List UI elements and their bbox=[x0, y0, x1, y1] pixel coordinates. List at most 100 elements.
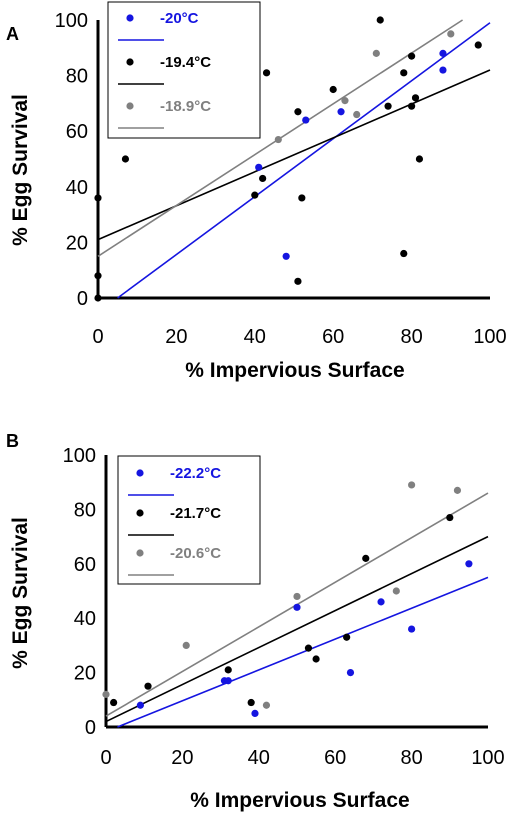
panel-a-point-series-2 bbox=[474, 41, 482, 49]
panel-a-legend-label: -19.4°C bbox=[160, 54, 211, 71]
panel-a-point-series-2 bbox=[94, 294, 102, 302]
panel-b-point-series-3 bbox=[182, 641, 190, 650]
panel-a-point-series-2 bbox=[415, 155, 424, 163]
panel-a-point-series-2 bbox=[408, 102, 416, 110]
panel-a-point-series-2 bbox=[294, 108, 302, 116]
panel-b-fit-line-1 bbox=[117, 576, 489, 728]
panel-a-point-series-2 bbox=[259, 174, 267, 183]
panel-a-point-series-3 bbox=[274, 135, 282, 144]
panel-b-legend-label: -20.6°C bbox=[170, 545, 221, 562]
panel-b-y-tick-label: 100 bbox=[63, 445, 96, 467]
panel-b-point-series-3 bbox=[453, 486, 462, 494]
panel-a-label: A bbox=[6, 24, 19, 44]
panel-a-y-tick-label: 0 bbox=[77, 288, 88, 310]
panel-a-point-series-2 bbox=[298, 194, 306, 202]
panel-b-point-series-1 bbox=[408, 625, 416, 633]
panel-b-point-series-1 bbox=[251, 709, 259, 718]
panel-b-x-tick-label: 40 bbox=[248, 747, 270, 769]
panel-a-x-tick-label: 80 bbox=[400, 326, 422, 348]
panel-b-y-tick-label: 60 bbox=[74, 554, 96, 576]
panel-a-point-series-3 bbox=[447, 30, 455, 38]
panel-a-x-tick-label: 0 bbox=[92, 326, 103, 348]
panel-a-y-tick-label: 80 bbox=[66, 66, 88, 88]
panel-a-legend: -20°C -19.4°C -18.9°C bbox=[107, 1, 261, 139]
panel-b-x-tick-label: 100 bbox=[471, 747, 504, 769]
panel-a-y-tick-label: 20 bbox=[66, 232, 88, 254]
panel-b-point-series-1 bbox=[224, 677, 232, 685]
panel-a-y-ticks: 0 20 40 60 80 100 bbox=[55, 10, 88, 310]
panel-b-point-series-2 bbox=[312, 655, 320, 663]
panel-b-point-series-2 bbox=[446, 513, 454, 522]
panel-b-legend-marker bbox=[136, 549, 144, 557]
panel-b-y-tick-label: 0 bbox=[85, 717, 96, 739]
panel-a-point-series-2 bbox=[400, 69, 408, 77]
panel-b-point-series-2 bbox=[304, 644, 313, 652]
panel-b-legend-label: -21.7°C bbox=[170, 505, 221, 522]
panel-b-point-series-3 bbox=[408, 481, 416, 489]
panel-a-x-ticks: 0 20 40 60 80 100 bbox=[92, 326, 506, 348]
panel-a-legend-marker bbox=[126, 14, 134, 22]
panel-a-point-series-1 bbox=[439, 66, 447, 74]
panel-b-y-axis-label: % Egg Survival bbox=[9, 517, 32, 669]
panel-b-point-series-1 bbox=[377, 598, 385, 606]
panel-b-point-series-3 bbox=[102, 690, 110, 698]
panel-b-point-series-2 bbox=[144, 682, 152, 690]
panel-a-x-tick-label: 60 bbox=[322, 326, 344, 348]
panel-a-legend-marker bbox=[126, 58, 134, 66]
panel-b-y-tick-label: 40 bbox=[74, 608, 96, 630]
panel-b-x-axis-label: % Impervious Surface bbox=[190, 789, 409, 812]
panel-b-point-series-3 bbox=[293, 592, 301, 601]
panel-b-x-tick-label: 0 bbox=[100, 747, 111, 769]
panel-b-point-series-1 bbox=[293, 603, 301, 611]
panel-a-point-series-2 bbox=[408, 52, 416, 60]
panel-b-point-series-2 bbox=[343, 633, 351, 641]
panel-a-x-tick-label: 100 bbox=[473, 326, 506, 348]
panel-a-legend-marker bbox=[126, 102, 134, 110]
panel-b-point-series-2 bbox=[110, 698, 118, 707]
panel-b-x-ticks: 0 20 40 60 80 100 bbox=[100, 747, 504, 769]
panel-a-legend-label: -20°C bbox=[160, 10, 199, 27]
panel-a-point-series-2 bbox=[376, 16, 384, 24]
panel-a-point-series-2 bbox=[400, 249, 408, 258]
panel-b-point-series-2 bbox=[247, 698, 255, 707]
panel-b-legend-marker bbox=[136, 469, 144, 477]
panel-a-point-series-2 bbox=[411, 94, 420, 102]
panel-a-point-series-3 bbox=[372, 49, 380, 57]
panel-a-x-tick-label: 20 bbox=[165, 326, 187, 348]
panel-a-point-series-1 bbox=[302, 116, 310, 124]
panel-b: B 0 20 40 60 80 100 0 20 40 60 80 100 % Impervious… bbox=[6, 431, 505, 812]
panel-a-legend-label: -18.9°C bbox=[160, 98, 211, 115]
panel-b-point-series-1 bbox=[346, 669, 355, 677]
panel-a-fit-line-1 bbox=[117, 22, 491, 299]
panel-a-point-series-1 bbox=[337, 108, 345, 116]
panel-b-y-ticks: 0 20 40 60 80 100 bbox=[63, 445, 96, 739]
panel-b-legend-marker bbox=[136, 509, 144, 517]
panel-a-y-tick-label: 100 bbox=[55, 10, 88, 32]
panel-b-point-series-2 bbox=[224, 666, 232, 674]
panel-b-point-series-3 bbox=[392, 587, 400, 595]
panel-a-fit-line-2 bbox=[97, 69, 491, 241]
panel-a-point-series-2 bbox=[251, 191, 259, 199]
panel-a-point-series-2 bbox=[94, 194, 102, 202]
panel-b-fit-line-2 bbox=[105, 535, 489, 723]
panel-b-y-tick-label: 80 bbox=[74, 499, 96, 521]
panel-a: A 0 20 40 60 80 100 0 20 40 60 80 100 % Impervious… bbox=[6, 1, 507, 382]
panel-a-point-series-2 bbox=[294, 277, 302, 285]
panel-a-point-series-3 bbox=[353, 110, 361, 119]
panel-b-label: B bbox=[6, 431, 19, 451]
panel-b-x-tick-label: 80 bbox=[400, 747, 422, 769]
panel-a-point-series-3 bbox=[341, 97, 349, 105]
panel-a-point-series-1 bbox=[439, 49, 447, 57]
panel-b-point-series-2 bbox=[362, 554, 370, 562]
panel-a-y-axis-label: % Egg Survival bbox=[9, 94, 32, 246]
panel-a-point-series-2 bbox=[121, 155, 130, 163]
panel-a-point-series-2 bbox=[384, 102, 392, 110]
panel-a-y-tick-label: 60 bbox=[66, 121, 88, 143]
panel-a-point-series-2 bbox=[329, 85, 337, 94]
panel-b-point-series-3 bbox=[262, 701, 271, 709]
panel-a-point-series-2 bbox=[94, 272, 102, 280]
panel-a-y-tick-label: 40 bbox=[66, 177, 88, 199]
panel-b-y-tick-label: 20 bbox=[74, 663, 96, 685]
panel-b-x-tick-label: 20 bbox=[171, 747, 193, 769]
panel-b-x-tick-label: 60 bbox=[324, 747, 346, 769]
